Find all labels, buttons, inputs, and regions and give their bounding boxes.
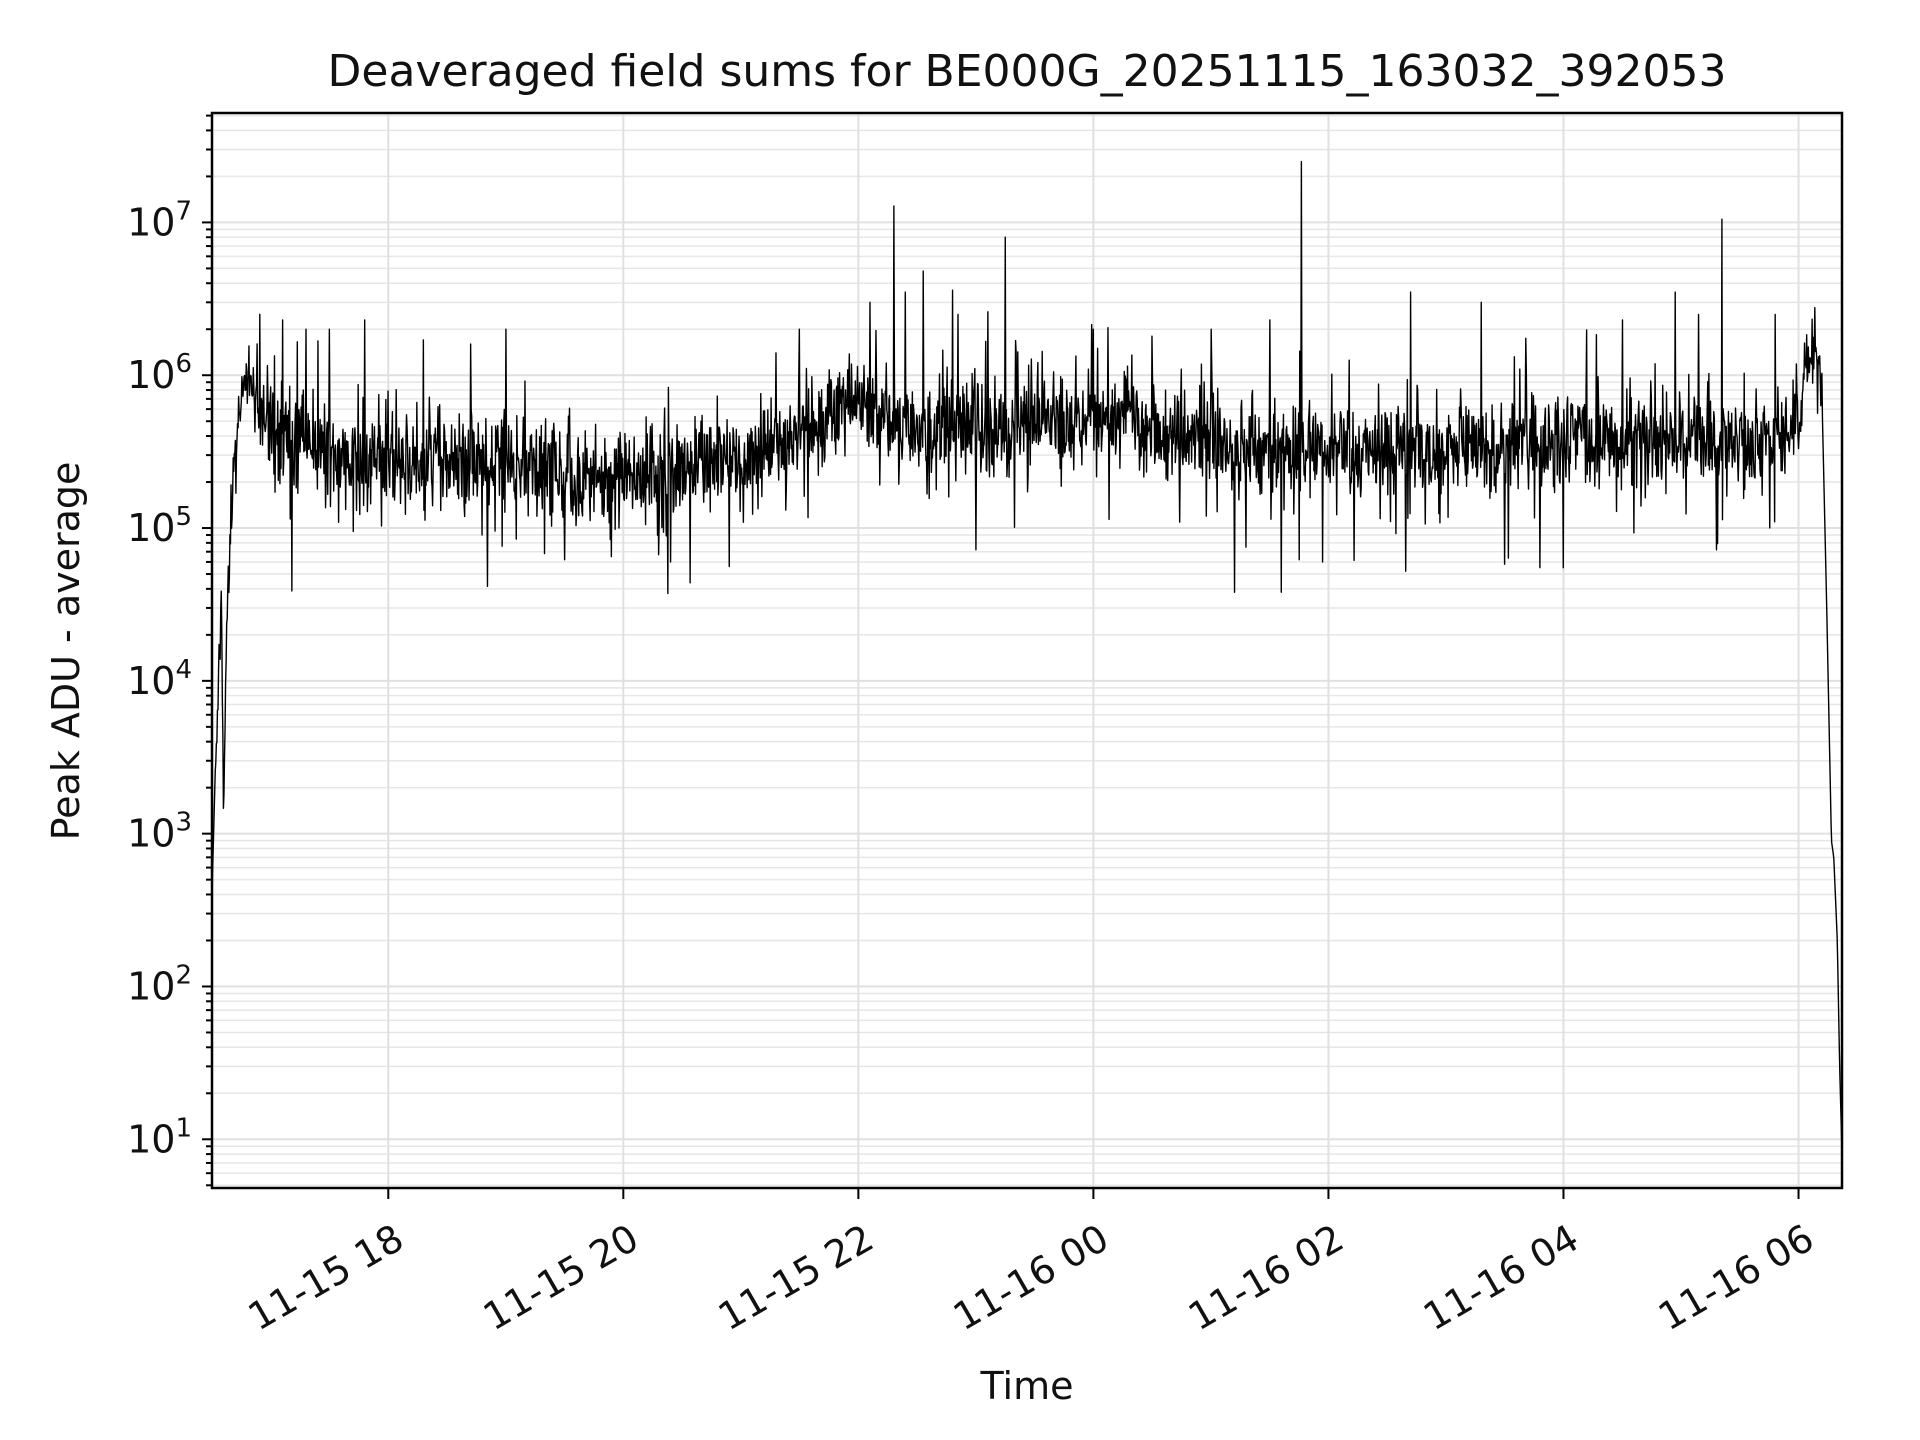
x-tick-label: 11-15 22	[711, 1216, 881, 1340]
x-tick-label: 11-16 00	[946, 1216, 1116, 1340]
axis-ticks	[202, 114, 1800, 1199]
chart-title: Deaveraged field sums for BE000G_2025111…	[328, 46, 1727, 97]
y-tick-label-exponent: 4	[175, 655, 192, 685]
y-tick-label: 105	[127, 502, 192, 550]
y-tick-label-exponent: 2	[175, 961, 192, 991]
y-tick-label-exponent: 5	[175, 502, 192, 532]
y-tick-label: 107	[127, 196, 192, 244]
y-tick-label-base: 10	[127, 659, 175, 703]
y-tick-label-base: 10	[127, 353, 175, 397]
y-tick-label-base: 10	[127, 200, 175, 244]
y-tick-label: 104	[127, 655, 192, 703]
grid-lines	[212, 113, 1842, 1188]
y-tick-label-exponent: 7	[175, 196, 192, 226]
y-tick-label-base: 10	[127, 1117, 175, 1161]
y-tick-label: 102	[127, 961, 192, 1009]
x-tick-label: 11-16 04	[1416, 1216, 1586, 1340]
y-tick-label-base: 10	[127, 812, 175, 856]
y-tick-label: 106	[127, 349, 192, 397]
series-line	[211, 160, 1843, 1155]
x-tick-label: 11-15 20	[476, 1216, 646, 1340]
x-tick-label: 11-15 18	[241, 1216, 411, 1340]
x-tick-label: 11-16 02	[1181, 1216, 1351, 1340]
plot-area-frame	[210, 111, 1844, 1190]
x-axis-tick-labels: 11-15 18 11-15 20 11-15 22 11-16 00 11-16 02…	[241, 1216, 1821, 1340]
x-axis-label: Time	[980, 1364, 1074, 1408]
y-tick-label-exponent: 1	[175, 1113, 192, 1143]
y-tick-label: 103	[127, 808, 192, 856]
y-axis-label: Peak ADU - average	[44, 462, 88, 841]
y-tick-label-base: 10	[127, 506, 175, 550]
y-tick-label-exponent: 3	[175, 808, 192, 838]
y-tick-label: 101	[127, 1113, 192, 1161]
x-tick-label: 11-16 06	[1651, 1216, 1821, 1340]
y-tick-label-base: 10	[127, 965, 175, 1009]
y-tick-label-exponent: 6	[175, 349, 192, 379]
